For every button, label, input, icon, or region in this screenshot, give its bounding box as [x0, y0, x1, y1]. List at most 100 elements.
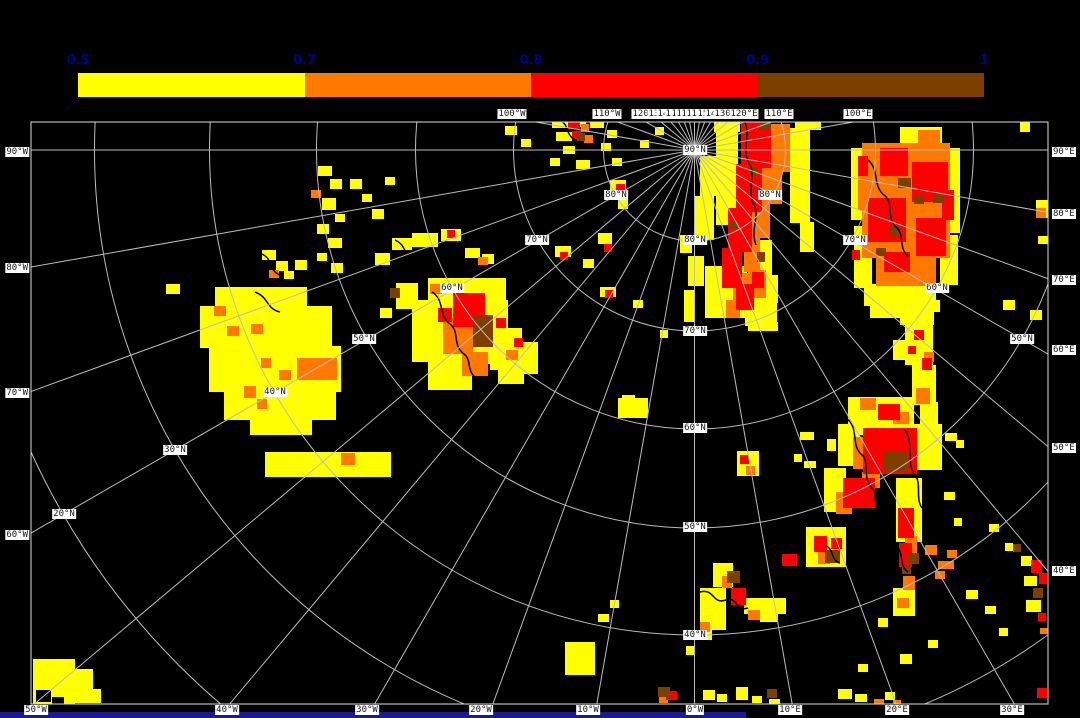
coastline	[431, 291, 477, 379]
data-patch	[688, 256, 704, 286]
data-patch	[655, 127, 664, 135]
meridian-line	[694, 149, 897, 704]
data-patch	[317, 224, 329, 234]
data-patch	[852, 250, 860, 260]
data-patch	[731, 588, 746, 605]
meridian-line	[31, 149, 695, 268]
lon-label-top: 120°E	[729, 109, 759, 119]
colorbar-tick-labels: 0.5 0.7 0.8 0.9 1	[66, 53, 988, 69]
data-patch	[1013, 544, 1021, 552]
meridian-line	[694, 149, 793, 704]
data-patch	[752, 272, 764, 288]
data-patch	[227, 326, 239, 336]
data-patch	[560, 252, 568, 260]
data-patch	[897, 598, 909, 608]
data-patch	[893, 340, 905, 360]
meridian-line	[492, 149, 695, 704]
coastline-layer	[254, 122, 923, 610]
lon-label-left: 60°W	[5, 530, 29, 540]
lon-label-bottom: 30°W	[355, 705, 379, 715]
lat-label: 60°N	[683, 423, 707, 433]
lon-label-bottom: 50°W	[24, 705, 48, 715]
meridian-line	[374, 149, 695, 704]
data-patch	[276, 261, 288, 271]
data-patch	[722, 248, 742, 288]
data-patch	[876, 248, 886, 256]
colorbar-tick: 0.7	[292, 53, 317, 68]
data-patch	[295, 260, 307, 270]
lon-label-bottom: 30°E	[1000, 705, 1024, 715]
lon-label-right: 40°E	[1052, 566, 1076, 576]
data-patch	[297, 358, 337, 380]
colorbar-tick: 0.8	[519, 53, 543, 68]
meridian-line	[694, 149, 1048, 355]
lon-label-top: 100°W	[497, 109, 527, 119]
data-patch	[703, 690, 715, 700]
meridian-line	[694, 149, 1015, 704]
data-patch	[884, 252, 910, 272]
data-patch	[814, 536, 827, 552]
lon-label-bottom: 0°W	[685, 705, 705, 715]
data-patch	[730, 222, 738, 230]
data-patch	[552, 122, 574, 128]
lon-label-bottom: 40°W	[215, 705, 239, 715]
data-patch	[473, 315, 493, 347]
data-patch	[700, 622, 710, 632]
lat-label: 70°N	[525, 235, 549, 245]
data-patch	[577, 133, 585, 141]
data-patch	[659, 697, 668, 703]
colorbar-tick: 0.9	[745, 53, 770, 68]
data-patch	[884, 452, 908, 472]
lon-label-left: 70°W	[5, 388, 29, 398]
data-patch	[598, 233, 612, 244]
data-patch	[885, 692, 895, 700]
data-patch	[838, 689, 852, 699]
data-patch	[607, 130, 617, 138]
data-patch	[956, 440, 964, 448]
data-patch	[760, 122, 771, 130]
lat-label: 70°N	[843, 235, 867, 245]
colorbar-tick: 1	[979, 53, 989, 68]
data-patch	[1003, 300, 1015, 310]
meridian-line	[228, 149, 695, 704]
data-patch	[908, 346, 916, 354]
lon-label-top: 130°E	[713, 109, 743, 119]
data-patch	[555, 246, 571, 257]
data-patch	[914, 196, 924, 204]
coastline	[867, 159, 909, 257]
data-patch	[916, 218, 946, 256]
lon-label-right: 90°E	[1052, 147, 1076, 157]
data-patch	[966, 590, 978, 599]
data-patch	[800, 222, 814, 252]
data-patch	[1031, 560, 1042, 573]
data-patch	[438, 308, 452, 322]
lat-label: 50°N	[1010, 334, 1034, 344]
data-patch	[658, 687, 670, 697]
data-patch	[752, 696, 762, 703]
coastline	[394, 239, 416, 261]
colorbar	[78, 73, 984, 97]
data-patch	[748, 610, 760, 620]
data-patch	[790, 148, 810, 223]
latitude-circle	[209, 122, 1048, 636]
data-patch	[914, 330, 924, 340]
data-patch	[214, 306, 226, 316]
data-patch	[947, 550, 957, 558]
data-patch	[385, 177, 395, 185]
data-patch	[598, 614, 609, 622]
lon-label-right: 60°E	[1052, 345, 1076, 355]
data-patch	[322, 198, 336, 210]
data-patch	[878, 618, 888, 627]
data-patch	[372, 209, 384, 219]
data-patch	[616, 184, 625, 193]
data-patch	[505, 126, 517, 135]
data-patch	[447, 230, 455, 238]
data-patch	[746, 466, 755, 475]
data-patch	[954, 518, 962, 526]
data-patch	[918, 130, 940, 144]
data-patch	[769, 699, 780, 704]
coastline	[904, 429, 923, 509]
data-patch	[740, 455, 749, 464]
data-patch	[257, 399, 267, 409]
data-patch	[922, 358, 932, 370]
